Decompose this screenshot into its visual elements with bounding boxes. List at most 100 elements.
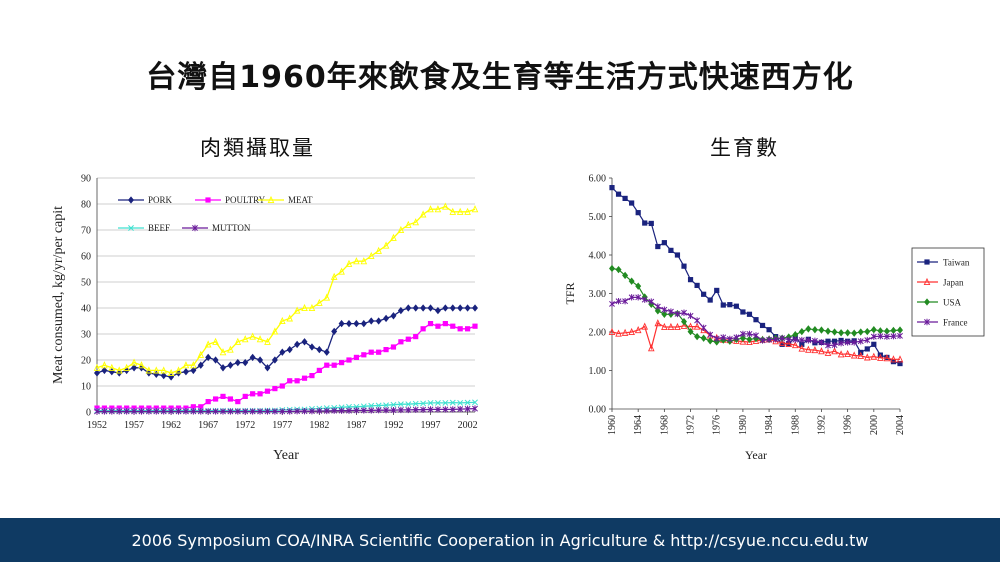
tfr-point-usa: [739, 334, 746, 342]
tfr-point-france: [818, 339, 825, 346]
meat-legend-item-meat: MEAT: [258, 195, 313, 205]
tfr-point-france: [707, 331, 714, 338]
tfr-point-japan: [818, 347, 825, 355]
meat-ytick-label-90: 90: [81, 174, 91, 185]
tfr-xtick-label-2004: 2004: [895, 415, 906, 435]
meat-point-pork: [449, 304, 456, 312]
slide-title: 台灣自1960年來飲食及生育等生活方式快速西方化: [146, 60, 854, 95]
meat-ytick-label-20: 20: [81, 356, 91, 367]
tfr-point-japan: [739, 337, 747, 345]
meat-point-pork: [190, 366, 197, 375]
meat-point-poultry: [427, 321, 434, 327]
meat-point-pork: [331, 327, 338, 336]
tfr-point-taiwan: [746, 311, 753, 317]
meat-point-poultry: [131, 405, 137, 411]
meat-point-meat: [167, 368, 175, 377]
tfr-point-france: [857, 338, 864, 345]
tfr-ytick-label-1.00: 1.00: [589, 366, 607, 377]
footer-text: 2006 Symposium COA/INRA Scientific Coope…: [131, 531, 869, 550]
meat-point-poultry: [250, 391, 256, 397]
meat-point-poultry: [331, 362, 337, 368]
tfr-point-taiwan: [642, 220, 648, 226]
tfr-point-japan: [890, 355, 897, 363]
meat-point-mutton: [331, 407, 338, 414]
tfr-point-france: [811, 337, 818, 345]
tfr-point-usa: [870, 326, 877, 334]
meat-point-meat: [323, 293, 331, 301]
meat-point-meat: [286, 314, 294, 322]
tfr-point-taiwan: [799, 341, 805, 347]
tfr-point-france: [870, 333, 877, 340]
tfr-xtick-label-1992: 1992: [816, 415, 827, 435]
meat-legend-item-beef: BEEF: [118, 223, 170, 233]
tfr-chart-title: 生育數: [710, 136, 779, 160]
tfr-point-taiwan: [733, 303, 739, 309]
meat-point-pork: [397, 306, 404, 315]
meat-point-pork: [271, 356, 278, 364]
meat-point-mutton: [249, 408, 256, 415]
tfr-ytick-label-3.00: 3.00: [589, 289, 607, 300]
meat-xtick-label-1977: 1977: [272, 420, 292, 431]
meat-point-meat: [316, 298, 323, 306]
meat-legend-marker-poultry: [205, 197, 211, 203]
meat-legend-label-meat: MEAT: [288, 195, 313, 205]
tfr-point-taiwan: [884, 354, 890, 361]
tfr-point-japan: [621, 328, 629, 336]
tfr-point-japan: [870, 352, 878, 360]
meat-point-mutton: [271, 408, 278, 415]
meat-point-mutton: [301, 408, 308, 415]
meat-point-pork: [368, 317, 375, 325]
meat-point-pork: [308, 343, 315, 351]
tfr-legend-marker-taiwan: [924, 259, 930, 265]
tfr-legend-item-france: France: [917, 318, 968, 328]
tfr-point-usa: [844, 329, 851, 337]
meat-xtick-label-1952: 1952: [87, 420, 107, 431]
meat-point-pork: [383, 314, 390, 323]
tfr-point-france: [635, 294, 642, 301]
meat-series-line-meat: [96, 205, 476, 374]
meat-point-poultry: [324, 362, 330, 368]
meat-point-meat: [471, 205, 479, 213]
meat-point-poultry: [346, 357, 352, 363]
tfr-legend-label-japan: Japan: [943, 278, 964, 288]
tfr-point-japan: [805, 345, 812, 353]
tfr-ytick-label-4.00: 4.00: [589, 251, 607, 262]
tfr-ytick-label-0.00: 0.00: [589, 405, 607, 416]
meat-point-mutton: [472, 405, 478, 412]
meat-point-meat: [264, 337, 271, 345]
meat-point-mutton: [434, 406, 441, 413]
tfr-point-usa: [864, 327, 871, 336]
meat-point-meat: [152, 366, 160, 374]
meat-point-pork: [338, 319, 345, 328]
meat-chart-title: 肉類攝取量: [200, 136, 315, 160]
meat-point-meat: [397, 225, 405, 234]
meat-xtick-label-1972: 1972: [235, 420, 255, 431]
tfr-point-taiwan: [701, 291, 707, 297]
meat-y-axis-label: Meat consumed, kg/yr/per capit: [51, 206, 66, 384]
meat-point-beef: [464, 399, 471, 406]
meat-point-poultry: [146, 405, 152, 411]
tfr-point-japan: [667, 322, 675, 331]
meat-point-beef: [405, 401, 412, 408]
tfr-point-taiwan: [831, 338, 838, 344]
meat-point-poultry: [398, 339, 404, 345]
meat-point-mutton: [353, 407, 360, 414]
meat-point-beef: [368, 402, 375, 409]
tfr-point-taiwan: [668, 247, 674, 253]
tfr-point-taiwan: [694, 282, 700, 289]
meat-point-meat: [293, 306, 301, 314]
tfr-point-japan: [791, 341, 799, 349]
meat-point-mutton: [323, 407, 330, 415]
meat-point-meat: [138, 361, 145, 369]
meat-point-poultry: [227, 396, 234, 402]
tfr-point-japan: [654, 319, 662, 327]
meat-point-pork: [286, 345, 293, 354]
tfr-point-usa: [851, 329, 858, 337]
meat-point-poultry: [464, 326, 471, 332]
tfr-point-france: [779, 334, 786, 342]
meat-point-meat: [160, 366, 168, 374]
meat-point-mutton: [286, 408, 293, 415]
meat-series-line-mutton: [97, 407, 476, 413]
tfr-point-usa: [811, 326, 818, 334]
meat-point-pork: [420, 304, 427, 312]
